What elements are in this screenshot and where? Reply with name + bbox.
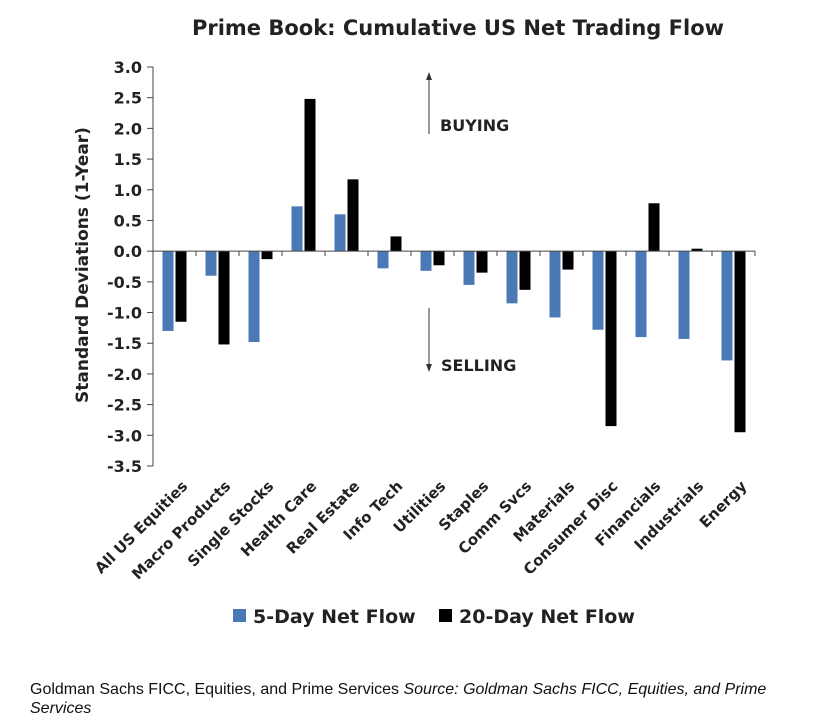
bars-group (162, 98, 746, 433)
bar-20day-5 (390, 236, 402, 252)
bar-5day-5 (377, 251, 389, 269)
legend-swatch-5day (233, 609, 246, 622)
y-axis: 3.0 2.5 2.0 1.5 1.0 0.5 0.0 -0.5 -1.0 -1.5 -2.0 -2.… (107, 58, 154, 476)
y-tick-label: 2.5 (114, 89, 142, 108)
bar-5day-10 (592, 251, 604, 330)
y-tick-label: -1.0 (107, 304, 142, 323)
bar-20day-12 (691, 248, 703, 252)
y-tick-label: 3.0 (114, 58, 142, 77)
bar-20day-13 (734, 251, 746, 433)
y-tick-label: 1.5 (114, 150, 142, 169)
bar-20day-7 (476, 251, 488, 273)
legend-swatch-20day (439, 609, 452, 622)
legend: 5-Day Net Flow 20-Day Net Flow (233, 606, 635, 628)
bar-5day-7 (463, 251, 475, 285)
bar-5day-4 (334, 214, 346, 252)
footer-credit: Goldman Sachs FICC, Equities, and Prime … (30, 681, 404, 698)
bar-20day-1 (218, 251, 230, 345)
bar-20day-11 (648, 203, 660, 252)
selling-annotation: SELLING (441, 356, 516, 375)
legend-label-20day: 20-Day Net Flow (459, 606, 635, 628)
bar-5day-2 (248, 251, 260, 343)
y-axis-label: Standard Deviations (1-Year) (73, 127, 93, 403)
bar-20day-0 (175, 251, 187, 322)
bar-5day-13 (721, 251, 733, 361)
chart-canvas: Prime Book: Cumulative US Net Trading Fl… (73, 16, 756, 628)
bar-20day-8 (519, 251, 531, 290)
bar-20day-2 (261, 251, 273, 260)
bar-5day-3 (291, 206, 303, 252)
bar-20day-9 (562, 251, 574, 270)
bar-5day-6 (420, 251, 432, 271)
bar-5day-11 (635, 251, 647, 338)
source-footer: Goldman Sachs FICC, Equities, and Prime … (30, 680, 820, 718)
bar-5day-12 (678, 251, 690, 339)
y-tick-label: 0.0 (114, 242, 142, 261)
y-tick-label: -2.5 (107, 396, 142, 415)
bar-5day-9 (549, 251, 561, 318)
buying-annotation: BUYING (440, 116, 509, 135)
bar-5day-0 (162, 251, 174, 331)
x-category-label: Energy (696, 477, 751, 532)
bar-20day-4 (347, 179, 359, 252)
y-tick-label: -2.0 (107, 365, 142, 384)
y-tick-label: -1.5 (107, 334, 142, 353)
chart-title: Prime Book: Cumulative US Net Trading Fl… (192, 16, 724, 40)
bar-20day-6 (433, 251, 445, 266)
selling-arrowhead (426, 364, 432, 372)
footer-source: Source: Goldman Sachs FICC, Equities, an… (30, 681, 767, 717)
bar-5day-1 (205, 251, 217, 276)
y-tick-label: -3.0 (107, 426, 142, 445)
bar-20day-3 (304, 98, 316, 252)
y-tick-label: -3.5 (107, 457, 142, 476)
y-tick-label: 0.5 (114, 211, 142, 230)
bar-5day-8 (506, 251, 518, 304)
y-tick-label: -0.5 (107, 273, 142, 292)
annotations: BUYING SELLING (426, 72, 516, 375)
y-tick-label: 1.0 (114, 181, 142, 200)
y-tick-label: 2.0 (114, 119, 142, 138)
buying-arrowhead (426, 72, 432, 80)
legend-label-5day: 5-Day Net Flow (253, 606, 416, 628)
bar-20day-10 (605, 251, 617, 427)
